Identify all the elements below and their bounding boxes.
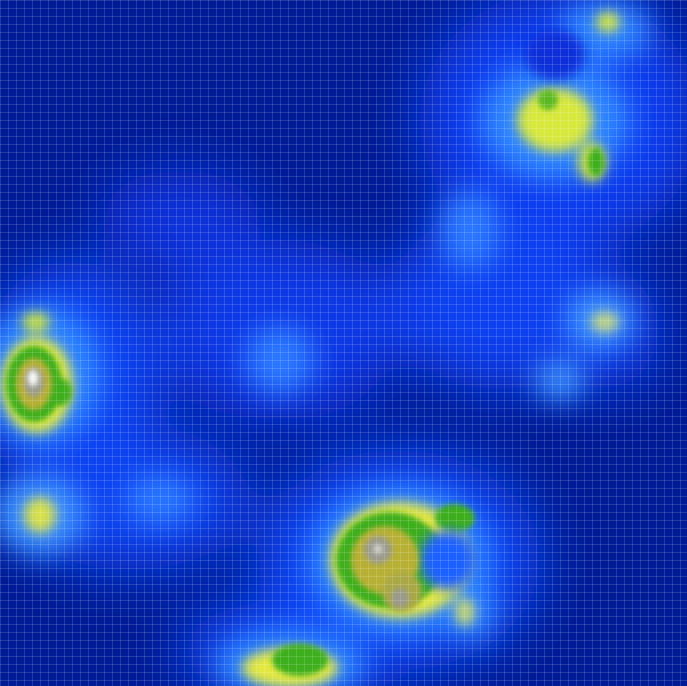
bay-water [525, 30, 585, 80]
lowland-region [435, 504, 475, 532]
lowland-region [272, 644, 328, 676]
coast-region [125, 475, 195, 525]
lowland-region [48, 378, 72, 406]
coast-region [535, 360, 585, 400]
lowland-region [588, 148, 604, 176]
shallow-water-region [100, 170, 260, 270]
sand-region [455, 598, 475, 626]
sand-region [517, 88, 593, 152]
sand-region [22, 312, 50, 332]
sand-region [596, 12, 620, 32]
mountain-region [391, 588, 409, 608]
sand-region [24, 497, 56, 533]
bay-water [420, 530, 476, 590]
bay-layer [420, 30, 585, 590]
peak [374, 545, 382, 553]
coast-region [440, 190, 500, 270]
sand-region [591, 312, 619, 332]
peak [28, 370, 38, 386]
peak-layer [28, 370, 382, 553]
coast-region [245, 325, 315, 395]
lowland-region [538, 90, 558, 110]
